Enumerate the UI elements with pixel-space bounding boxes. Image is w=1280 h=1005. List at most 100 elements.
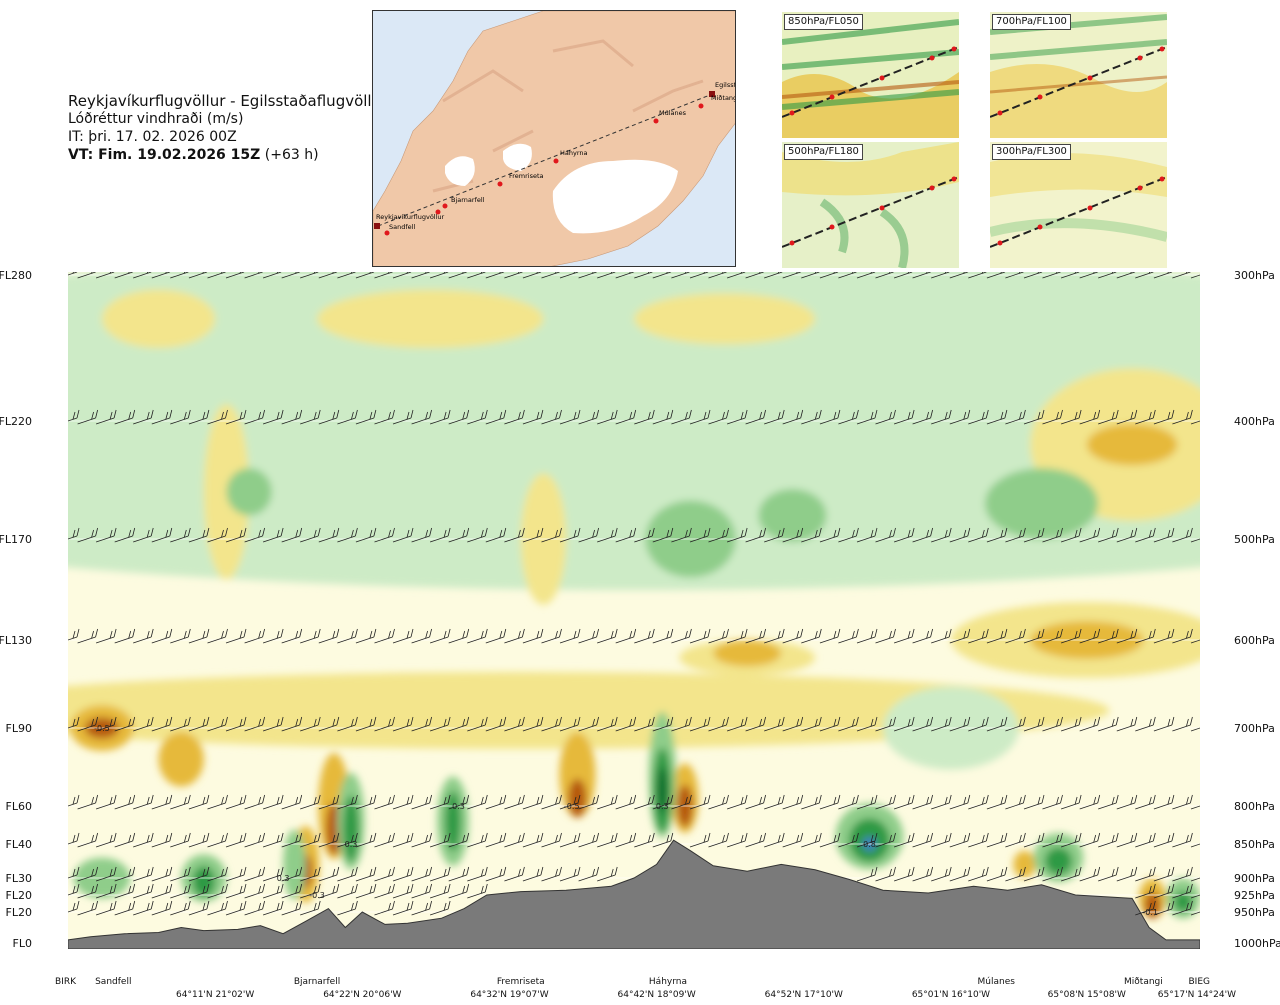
wind-barb: [875, 832, 896, 848]
wind-barb: [337, 716, 358, 732]
wind-barb: [856, 866, 878, 882]
wind-barb: [429, 866, 451, 882]
wind-barb: [578, 628, 599, 644]
glacier-hofsjokull: [503, 143, 532, 171]
wind-barb: [300, 883, 321, 899]
wind-barb: [1116, 272, 1136, 279]
inset-500hpa[interactable]: 500hPa/FL180: [782, 142, 959, 268]
wind-barb: [597, 527, 618, 543]
inset-300hpa[interactable]: 300hPa/FL300: [990, 142, 1167, 268]
wind-barb: [429, 900, 451, 916]
wind-barb: [355, 866, 377, 882]
wind-barb: [244, 716, 265, 732]
wind-barb: [745, 409, 766, 425]
wind-barb: [374, 272, 393, 279]
wind-barb: [225, 527, 247, 543]
wind-barb: [708, 716, 729, 732]
wind-barb: [504, 527, 525, 543]
wind-barb: [1116, 628, 1138, 644]
wind-barb: [300, 794, 321, 810]
inset-850hpa[interactable]: 850hPa/FL050: [782, 12, 959, 138]
wind-barb: [1172, 866, 1193, 882]
contour-label: 0.3: [656, 802, 669, 811]
wind-barb: [467, 832, 488, 848]
wind-barb: [95, 716, 117, 732]
wind-barb: [1172, 527, 1193, 543]
wind-barb: [1116, 794, 1138, 810]
wind-barb: [504, 272, 523, 279]
valid-time-date: VT: Fim. 19.02.2026 15Z: [68, 147, 261, 163]
wind-barb: [1079, 527, 1101, 543]
wind-barb: [95, 794, 117, 810]
wind-barb: [262, 832, 284, 848]
plot-area: -0.5 0.3 -0.3 0.3 0.3 -0.5 0.3 0.8 -0.1: [68, 272, 1200, 949]
wind-barb: [801, 527, 822, 543]
wind-barb: [1135, 527, 1156, 543]
wind-barb: [133, 832, 154, 848]
pressure-label: 300hPa: [1234, 269, 1275, 282]
wind-barb: [114, 794, 136, 810]
wind-barb: [207, 832, 228, 848]
wind-barb: [875, 409, 896, 425]
wind-barb: [244, 409, 265, 425]
wind-region-strong-down: [568, 778, 587, 818]
wind-barb: [1116, 527, 1138, 543]
pressure-label: 1000hPa: [1234, 937, 1280, 950]
contour-label: 0.3: [345, 840, 358, 849]
wind-barb: [1190, 274, 1200, 279]
wind-barb: [1042, 272, 1061, 279]
wind-barb: [1023, 716, 1045, 732]
wind-region-moderate-down: [559, 732, 596, 818]
wind-barb: [597, 409, 618, 425]
wind-barb: [597, 866, 618, 882]
wind-barb: [188, 832, 210, 848]
wind-barb: [652, 527, 674, 543]
wind-barb: [68, 409, 80, 422]
wind-barb: [244, 628, 265, 644]
wind-barb: [467, 272, 486, 279]
wind-barb: [337, 272, 356, 279]
inset-label: 500hPa/FL180: [784, 144, 863, 160]
wind-barb: [1079, 794, 1101, 810]
wind-barb: [726, 794, 748, 810]
wind-barb: [764, 272, 783, 279]
wind-barb: [856, 794, 878, 810]
wind-barb: [689, 272, 709, 279]
wind-barb: [207, 900, 228, 916]
wind-region-strong-up: [343, 795, 359, 863]
wind-barb: [77, 832, 98, 848]
wind-barb: [337, 628, 358, 644]
wind-barb: [1135, 883, 1156, 899]
pressure-label: 800hPa: [1234, 800, 1275, 813]
wind-barb: [448, 628, 470, 644]
wind-barb: [188, 272, 208, 279]
wind-barb: [300, 628, 321, 644]
wind-barb: [1098, 628, 1119, 644]
wind-barb: [1153, 900, 1175, 916]
wind-barb: [893, 272, 913, 279]
wind-barb: [949, 409, 971, 425]
wind-barb: [485, 832, 507, 848]
wind-barb: [541, 628, 562, 644]
wind-barb: [801, 832, 822, 848]
wind-barb: [1153, 866, 1175, 882]
wind-barb: [578, 832, 599, 848]
wind-barb: [429, 527, 451, 543]
wind-barb: [782, 794, 804, 810]
wind-barb: [968, 409, 989, 425]
wind-barb: [374, 716, 395, 732]
wind-barb: [1116, 866, 1138, 882]
flight-level-label: FL20: [6, 889, 32, 902]
wind-region-weak-down: [634, 293, 816, 345]
route-point: [553, 158, 559, 164]
wind-barb: [337, 900, 358, 916]
wind-barb: [578, 716, 599, 732]
wind-barb: [931, 794, 952, 810]
wind-barb: [411, 794, 432, 810]
wind-barb: [1079, 409, 1101, 425]
wind-barb: [281, 527, 303, 543]
inset-700hpa[interactable]: 700hPa/FL100: [990, 12, 1167, 138]
wind-barb: [1172, 628, 1193, 644]
wind-barb: [374, 628, 395, 644]
wind-barb: [429, 272, 449, 279]
